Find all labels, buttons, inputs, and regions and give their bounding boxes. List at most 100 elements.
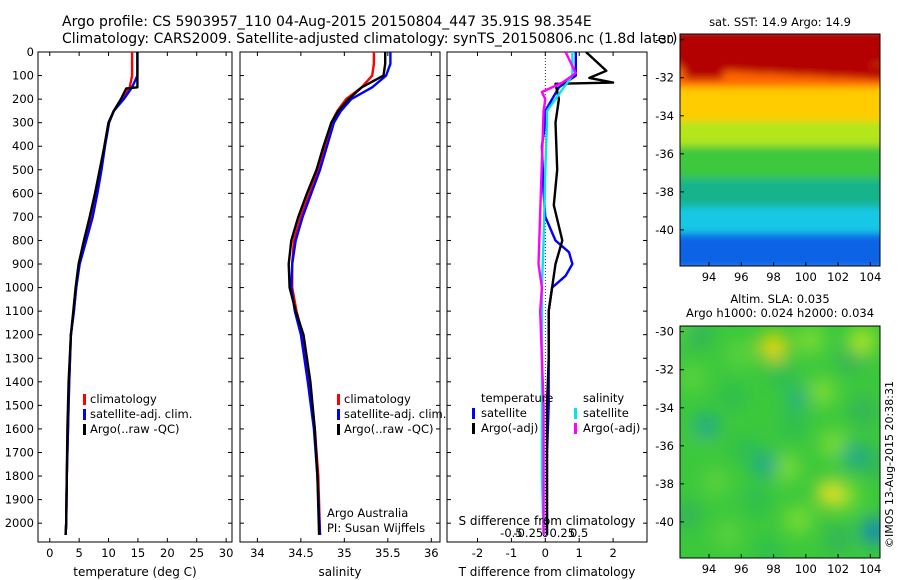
sst-texture <box>694 57 703 70</box>
y-tick-label: 1400 <box>5 375 34 389</box>
map-y-tick-label: -36 <box>655 439 674 453</box>
sla-blob <box>760 333 787 360</box>
map-x-tick-label: 104 <box>859 562 881 576</box>
y-tick-label: 1700 <box>5 445 34 459</box>
x-tick-label: 30 <box>219 546 234 560</box>
difference-axes: -2 -1 0 1 2-0.5-0.250 0.250.5 <box>447 51 647 560</box>
map-x-tick-label: 104 <box>859 270 881 284</box>
difference-profile-lines <box>537 52 615 535</box>
sla-variation <box>714 520 742 548</box>
series-temperature-satellite <box>540 52 577 535</box>
series-satellite-adj-clim <box>64 52 139 535</box>
sst-map-title: sat. SST: 14.9 Argo: 14.9 <box>709 15 851 29</box>
sla-variation <box>719 383 747 411</box>
sla-variation <box>755 539 783 558</box>
map-y-tick-label: -38 <box>655 477 674 491</box>
sla-variation <box>743 487 771 515</box>
map-y-tick-label: -32 <box>655 71 674 85</box>
y-tick-label: 900 <box>12 257 34 271</box>
series-satellite-adj-clim <box>290 52 392 535</box>
difference-xlabel: T difference from climatology <box>458 565 636 579</box>
map-y-tick-label: -32 <box>655 363 674 377</box>
header-line1: Argo profile: CS 5903957_110 04-Aug-2015… <box>62 14 592 30</box>
x-tick-label: 0 <box>542 546 549 560</box>
map-x-tick-label: 98 <box>766 562 781 576</box>
y-tick-label: 1900 <box>5 493 34 507</box>
sst-texture <box>840 63 849 76</box>
series-temperature-argo-adj <box>545 52 615 535</box>
sst-texture <box>870 65 879 78</box>
sla-variation <box>796 326 824 354</box>
sla-map-frame <box>679 325 881 559</box>
legend-label: satellite-adj. clim. <box>90 407 192 421</box>
temperature-xlabel: temperature (deg C) <box>73 565 196 579</box>
sst-texture <box>825 62 834 75</box>
y-tick-label: 600 <box>12 186 34 200</box>
map-y-tick-label: -40 <box>655 515 674 529</box>
map-x-tick-label: 102 <box>827 270 849 284</box>
legend-swatch <box>83 424 86 435</box>
temperature-axes: 0100200300400500600700800900100011001200… <box>5 45 234 560</box>
sst-texture <box>692 66 701 79</box>
sla-blobs <box>680 326 880 558</box>
legend-label: climatology <box>344 392 411 406</box>
y-tick-label: 800 <box>12 233 34 247</box>
sst-texture <box>687 57 696 70</box>
sla-variation <box>767 359 795 387</box>
sst-texture <box>848 64 857 77</box>
legend-label: Argo(-adj) <box>583 421 640 435</box>
header-line2: Climatology: CARS2009. Satellite-adjuste… <box>62 31 677 47</box>
sst-map-frame <box>679 33 881 267</box>
series-argo-raw-qc <box>287 52 387 535</box>
sla-variation <box>702 468 730 496</box>
imos-timestamp: ©IMOS 13-Aug-2015 20:38:31 <box>883 381 896 548</box>
credit-line1: Argo Australia <box>327 506 408 520</box>
temperature-profile-lines <box>64 52 139 535</box>
sst-texture <box>759 59 768 72</box>
map-x-tick-label: 100 <box>795 270 817 284</box>
sst-texture <box>715 57 724 70</box>
y-tick-label: 700 <box>12 210 34 224</box>
sst-texture <box>708 57 717 70</box>
sla-heatmap <box>680 326 880 558</box>
temperature-panel-frame <box>37 51 233 543</box>
x-tick-label: 0 <box>46 546 53 560</box>
sst-texture <box>855 64 864 77</box>
sst-texture <box>773 59 782 72</box>
map-x-tick-label: 98 <box>766 270 781 284</box>
sst-texture <box>744 58 753 71</box>
legend-swatch <box>83 394 86 405</box>
sst-texture <box>833 63 842 76</box>
x-top-tick-label: 0.5 <box>570 526 588 540</box>
sst-texture <box>766 59 775 72</box>
x-tick-label: 35.5 <box>375 546 401 560</box>
x-tick-label: 5 <box>75 546 82 560</box>
map-x-tick-label: 94 <box>702 562 717 576</box>
y-tick-label: 200 <box>12 92 34 106</box>
y-tick-label: 500 <box>12 163 34 177</box>
map-x-tick-label: 102 <box>827 562 849 576</box>
x-tick-label: 34 <box>250 546 265 560</box>
x-top-tick-label: 0.25 <box>549 526 575 540</box>
sst-texture <box>701 57 710 70</box>
map-y-tick-label: -30 <box>655 325 674 339</box>
difference-top-label: S difference from climatology <box>459 514 636 528</box>
sst-texture <box>818 62 827 75</box>
difference-panel-frame <box>446 51 648 543</box>
y-tick-label: 1300 <box>5 351 34 365</box>
x-tick-label: 34.5 <box>288 546 314 560</box>
x-tick-label: -1 <box>506 546 517 560</box>
sst-texture <box>685 66 694 79</box>
y-tick-label: 400 <box>12 139 34 153</box>
sla-blob <box>817 480 843 507</box>
sla-variation <box>784 506 812 534</box>
legend-swatch <box>337 424 340 435</box>
legend-label: Argo(-adj) <box>481 421 538 435</box>
sla-variation <box>820 430 848 458</box>
sst-texture <box>781 60 790 73</box>
sla-variation <box>849 397 877 425</box>
y-tick-label: 0 <box>27 45 34 59</box>
map-x-tick-label: 94 <box>702 270 717 284</box>
legend-title-temperature: temperature <box>481 391 553 405</box>
